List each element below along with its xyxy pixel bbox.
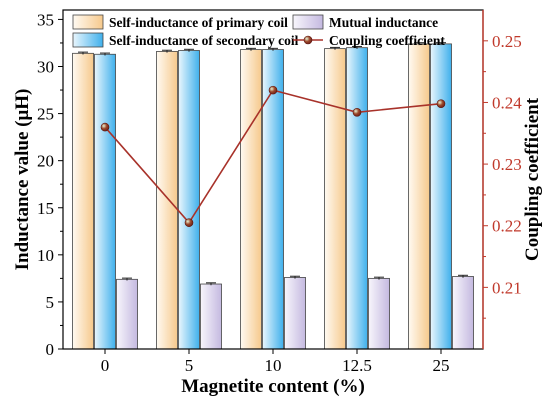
bar-2-10 (262, 49, 284, 350)
legend-swatch (72, 32, 104, 48)
bar-2-25 (430, 43, 452, 350)
bar-3-12.5 (368, 277, 390, 350)
right-tick-label: 0.24 (492, 93, 522, 112)
legend-label: Mutual inductance (329, 15, 438, 30)
bar-2-5 (178, 50, 200, 350)
legend-item-2: Mutual inductance (292, 14, 438, 30)
legend-item-4: Coupling coefficient (293, 33, 445, 48)
bar-3-5 (200, 283, 222, 350)
bar-3-10 (284, 277, 306, 350)
plot-area (72, 42, 474, 350)
bar-1-0 (72, 52, 94, 350)
x-tick-label-5: 5 (185, 356, 194, 375)
legend-swatch (72, 14, 104, 30)
left-tick-label: 30 (37, 58, 54, 77)
right-tick-label: 0.25 (492, 32, 522, 51)
legend-item-1: Self-inductance of primary coil (72, 14, 288, 30)
left-tick-label: 5 (46, 293, 55, 312)
bar-1-10 (240, 49, 262, 350)
left-tick-label: 0 (46, 340, 55, 359)
bar-2-12.5 (346, 47, 368, 350)
left-tick-label: 15 (37, 199, 54, 218)
legend-label: Self-inductance of secondary coil (109, 33, 299, 48)
coupling-point-12.5 (352, 108, 362, 117)
bar-2-0 (94, 53, 116, 350)
coupling-point-5 (184, 218, 194, 227)
left-tick-label: 10 (37, 246, 54, 265)
bar-3-25 (452, 276, 474, 350)
legend-label: Self-inductance of primary coil (109, 15, 288, 30)
left-tick-label: 20 (37, 152, 54, 171)
coupling-point-25 (436, 99, 446, 108)
x-tick-label-25: 25 (433, 356, 450, 375)
x-tick-label-10: 10 (265, 356, 282, 375)
bar-1-25 (408, 43, 430, 350)
legend: Self-inductance of primary coil Mutual in… (72, 14, 445, 48)
coupling-point-0 (100, 122, 110, 132)
x-tick-label-0: 0 (101, 356, 110, 375)
right-tick-label: 0.23 (492, 155, 522, 174)
bar-1-12.5 (324, 48, 346, 350)
right-tick-label: 0.22 (492, 217, 522, 236)
bar-3-0 (116, 278, 138, 350)
legend-label: Coupling coefficient (329, 33, 445, 48)
legend-marker (303, 35, 313, 45)
left-tick-label: 25 (37, 105, 54, 124)
y-axis-title: Inductance value (μH) (12, 89, 33, 271)
coupling-point-10 (268, 85, 278, 95)
right-tick-label: 0.21 (492, 278, 522, 297)
legend-item-3: Self-inductance of secondary coil (72, 32, 299, 48)
legend-swatch (292, 14, 324, 30)
bar-1-5 (156, 51, 178, 350)
axes: 0 5 10 15 20 25 30 35 0.21 0.22 0.23 0.24 0.25 0 5 10 12… (12, 9, 543, 397)
left-tick-label: 35 (37, 10, 54, 29)
y2-axis-title: Coupling coefficient (522, 97, 543, 261)
x-tick-label-12.5: 12.5 (342, 356, 372, 375)
x-axis-title: Magnetite content (%) (181, 376, 365, 397)
